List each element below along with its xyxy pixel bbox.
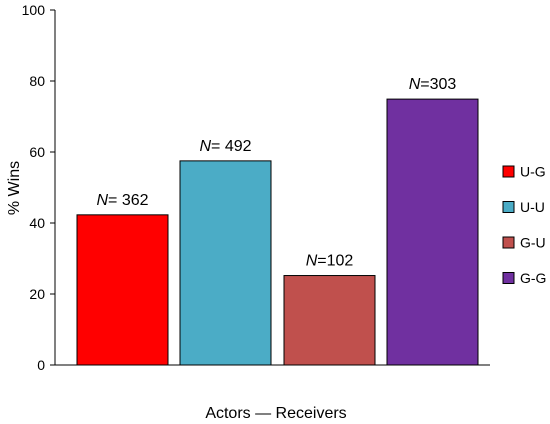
bar-u-u: [179, 160, 272, 366]
n-label-value: =102: [317, 253, 353, 270]
legend-swatch-u-u: [502, 201, 515, 213]
n-label-g-u: N=102: [306, 253, 354, 270]
n-label-value: = 492: [211, 138, 252, 155]
legend-label-g-u: G-U: [520, 235, 546, 251]
y-axis-label: % Wins: [6, 161, 23, 215]
legend-swatch-g-u: [502, 236, 515, 249]
bar-g-u: [283, 275, 376, 366]
n-label-value: = 362: [108, 192, 149, 209]
legend-label-u-g: U-G: [520, 164, 546, 180]
legend: U-G U-U G-U G-G: [502, 164, 546, 286]
y-tick-label: 60: [29, 144, 45, 160]
n-label-value: =303: [420, 76, 456, 93]
bars: [76, 98, 479, 366]
y-tick-label: 80: [29, 73, 45, 89]
y-tick-label: 40: [29, 215, 45, 231]
bar-u-g: [76, 214, 169, 366]
y-tick-label: 20: [29, 286, 45, 302]
legend-label-g-g: G-G: [520, 270, 546, 286]
n-label-u-g: N= 362: [96, 192, 148, 209]
bar-g-g: [386, 98, 479, 366]
legend-swatch-u-g: [502, 165, 515, 178]
n-label-g-g: N=303: [409, 76, 457, 93]
legend-swatch-g-g: [502, 272, 515, 284]
legend-label-u-u: U-U: [520, 199, 545, 215]
x-axis-label: Actors — Receivers: [205, 405, 346, 422]
n-label-u-u: N= 492: [199, 138, 251, 155]
n-label-symbol: N: [409, 76, 421, 93]
y-axis-ticks: 0 20 40 60 80 100: [22, 2, 55, 373]
y-tick-label: 0: [37, 357, 45, 373]
n-label-symbol: N: [96, 192, 108, 209]
y-tick-label: 100: [22, 2, 46, 18]
n-label-symbol: N: [306, 253, 318, 270]
n-label-symbol: N: [199, 138, 211, 155]
